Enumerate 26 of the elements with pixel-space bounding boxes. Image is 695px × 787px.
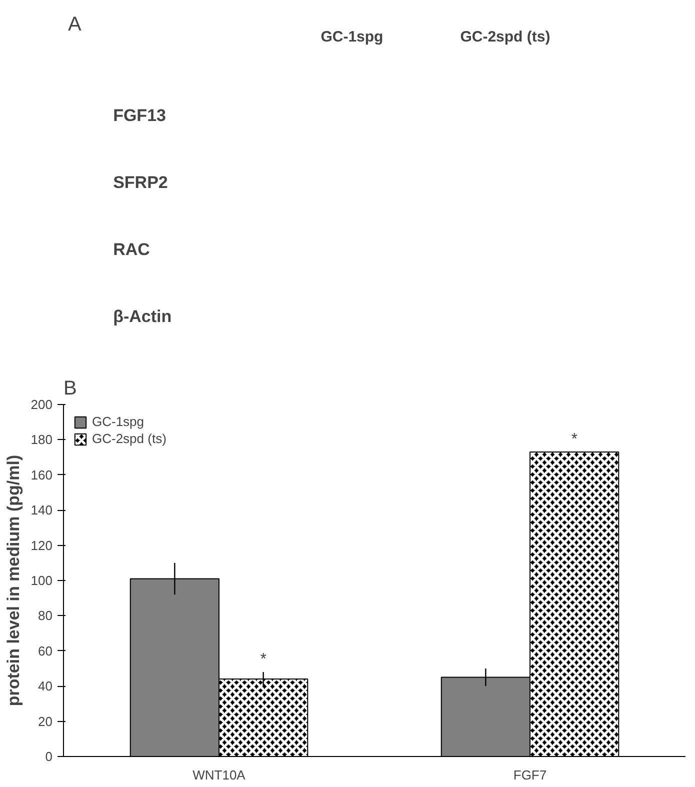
y-tick-label: 20	[38, 714, 53, 729]
legend-label: GC-2spd (ts)	[92, 431, 166, 446]
x-tick-label: FGF7	[513, 768, 547, 782]
category-label: SFRP2	[113, 173, 168, 192]
text: A	[68, 14, 82, 36]
y-axis-title: protein level in medium (pg/ml)	[4, 454, 23, 706]
y-tick-label: 180	[30, 432, 53, 448]
y-tick-label: 200	[30, 397, 53, 412]
annotation: *	[260, 651, 266, 668]
y-tick-label: 80	[38, 608, 53, 624]
category-label: β-Actin	[113, 307, 172, 326]
y-tick-label: 0	[45, 749, 53, 764]
legend-label: GC-1spg	[92, 414, 144, 429]
y-tick-label: 60	[38, 643, 53, 658]
category-label: RAC	[113, 240, 150, 259]
chart-title: B	[64, 378, 77, 400]
y-tick-label: 100	[30, 573, 53, 588]
category-label: GC-2spd (ts)	[460, 28, 550, 46]
y-tick-label: 40	[38, 678, 53, 694]
y-tick-label: 160	[30, 467, 53, 482]
annotation: *	[571, 431, 578, 448]
x-tick-label: WNT10A	[192, 768, 246, 782]
category-label: FGF13	[113, 106, 166, 125]
y-tick-label: 120	[30, 538, 53, 553]
category-label: GC-1spg	[320, 28, 384, 46]
y-tick-label: 140	[30, 502, 53, 518]
